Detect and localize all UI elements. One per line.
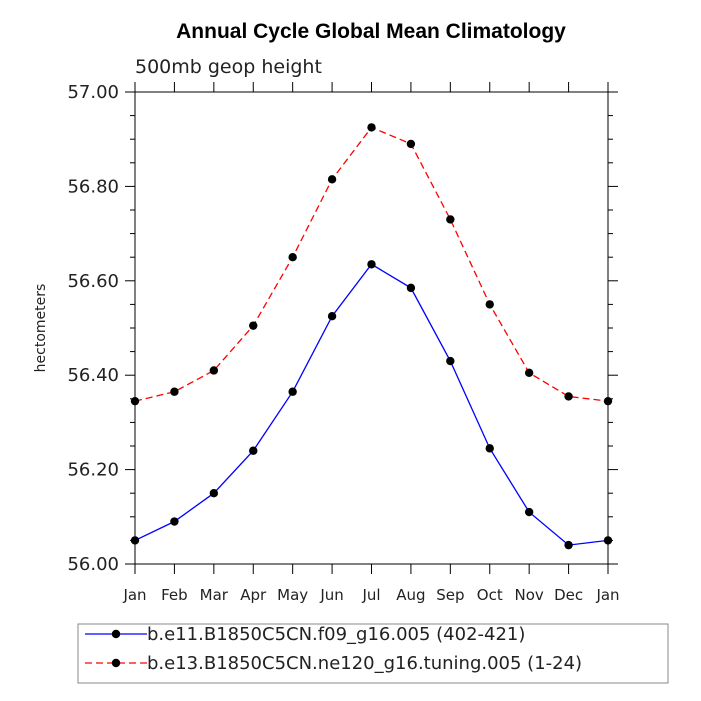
y-tick-label: 56.40 bbox=[67, 365, 119, 386]
y-tick-label: 57.00 bbox=[67, 82, 119, 103]
y-tick-label: 56.80 bbox=[67, 176, 119, 197]
series-1-point bbox=[288, 387, 297, 396]
series-1-point bbox=[249, 446, 258, 455]
series-2-point bbox=[603, 396, 613, 406]
series-1-point bbox=[603, 536, 613, 545]
series-2-point bbox=[446, 215, 455, 224]
legend-marker-1 bbox=[111, 629, 121, 639]
series-2-point bbox=[209, 366, 219, 375]
series-2-point bbox=[367, 123, 376, 132]
series-2-point bbox=[249, 321, 258, 330]
series-2-point bbox=[288, 253, 297, 262]
series-2-point bbox=[170, 387, 179, 396]
series-1-point bbox=[130, 536, 140, 545]
series-1-point bbox=[327, 312, 337, 321]
x-tick-label: Mar bbox=[200, 586, 229, 604]
axes: 56.00 56.20 56.40 56.60 56.80 57.00 Jan Feb Mar A… bbox=[67, 82, 620, 604]
y-tick-label: 56.60 bbox=[67, 271, 119, 292]
chart-subtitle: 500mb geop height bbox=[135, 56, 322, 78]
x-tick-label: Dec bbox=[554, 586, 583, 604]
legend-marker-2 bbox=[111, 658, 121, 668]
x-tick-label: Jan bbox=[122, 586, 146, 604]
x-tick-label: Jul bbox=[361, 586, 380, 604]
series-line-1 bbox=[134, 263, 609, 546]
x-tick-label: Aug bbox=[396, 586, 425, 604]
series-1-point bbox=[209, 489, 219, 498]
series-1-point bbox=[564, 540, 573, 550]
x-tick-label: Nov bbox=[515, 586, 544, 604]
plot-frame bbox=[134, 91, 609, 565]
series-1-point bbox=[485, 444, 494, 453]
series-1-point bbox=[446, 356, 455, 366]
series-1-point bbox=[170, 517, 179, 526]
y-axis-label: hectometers bbox=[33, 284, 49, 373]
series-2-point bbox=[524, 368, 534, 378]
legend-label-2: b.e13.B1850C5CN.ne120_g16.tuning.005 (1-… bbox=[147, 653, 582, 674]
chart-title: Annual Cycle Global Mean Climatology bbox=[176, 20, 566, 43]
legend-label-1: b.e11.B1850C5CN.f09_g16.005 (402-421) bbox=[147, 624, 525, 645]
x-tick-label: May bbox=[277, 586, 308, 604]
y-tick-label: 56.00 bbox=[67, 554, 119, 575]
series-2-point bbox=[485, 300, 494, 309]
x-tick-label: Feb bbox=[161, 586, 188, 604]
legend-box bbox=[77, 623, 669, 684]
series-1-point bbox=[524, 507, 534, 517]
x-tick-label: Sep bbox=[436, 586, 464, 604]
x-tick-label: Oct bbox=[477, 586, 503, 604]
series-1-point bbox=[367, 260, 376, 269]
x-tick-label: Jan bbox=[595, 586, 619, 604]
series-layer bbox=[130, 123, 613, 550]
series-1-point bbox=[406, 283, 416, 293]
series-2-point bbox=[406, 139, 416, 149]
y-tick-label: 56.20 bbox=[67, 460, 119, 481]
series-2-point bbox=[327, 175, 337, 184]
series-2-point bbox=[130, 396, 140, 406]
x-tick-label: Jun bbox=[319, 586, 343, 604]
legend: b.e11.B1850C5CN.f09_g16.005 (402-421) b.e… bbox=[85, 624, 582, 674]
series-2-point bbox=[564, 392, 573, 401]
x-tick-label: Apr bbox=[240, 586, 267, 604]
